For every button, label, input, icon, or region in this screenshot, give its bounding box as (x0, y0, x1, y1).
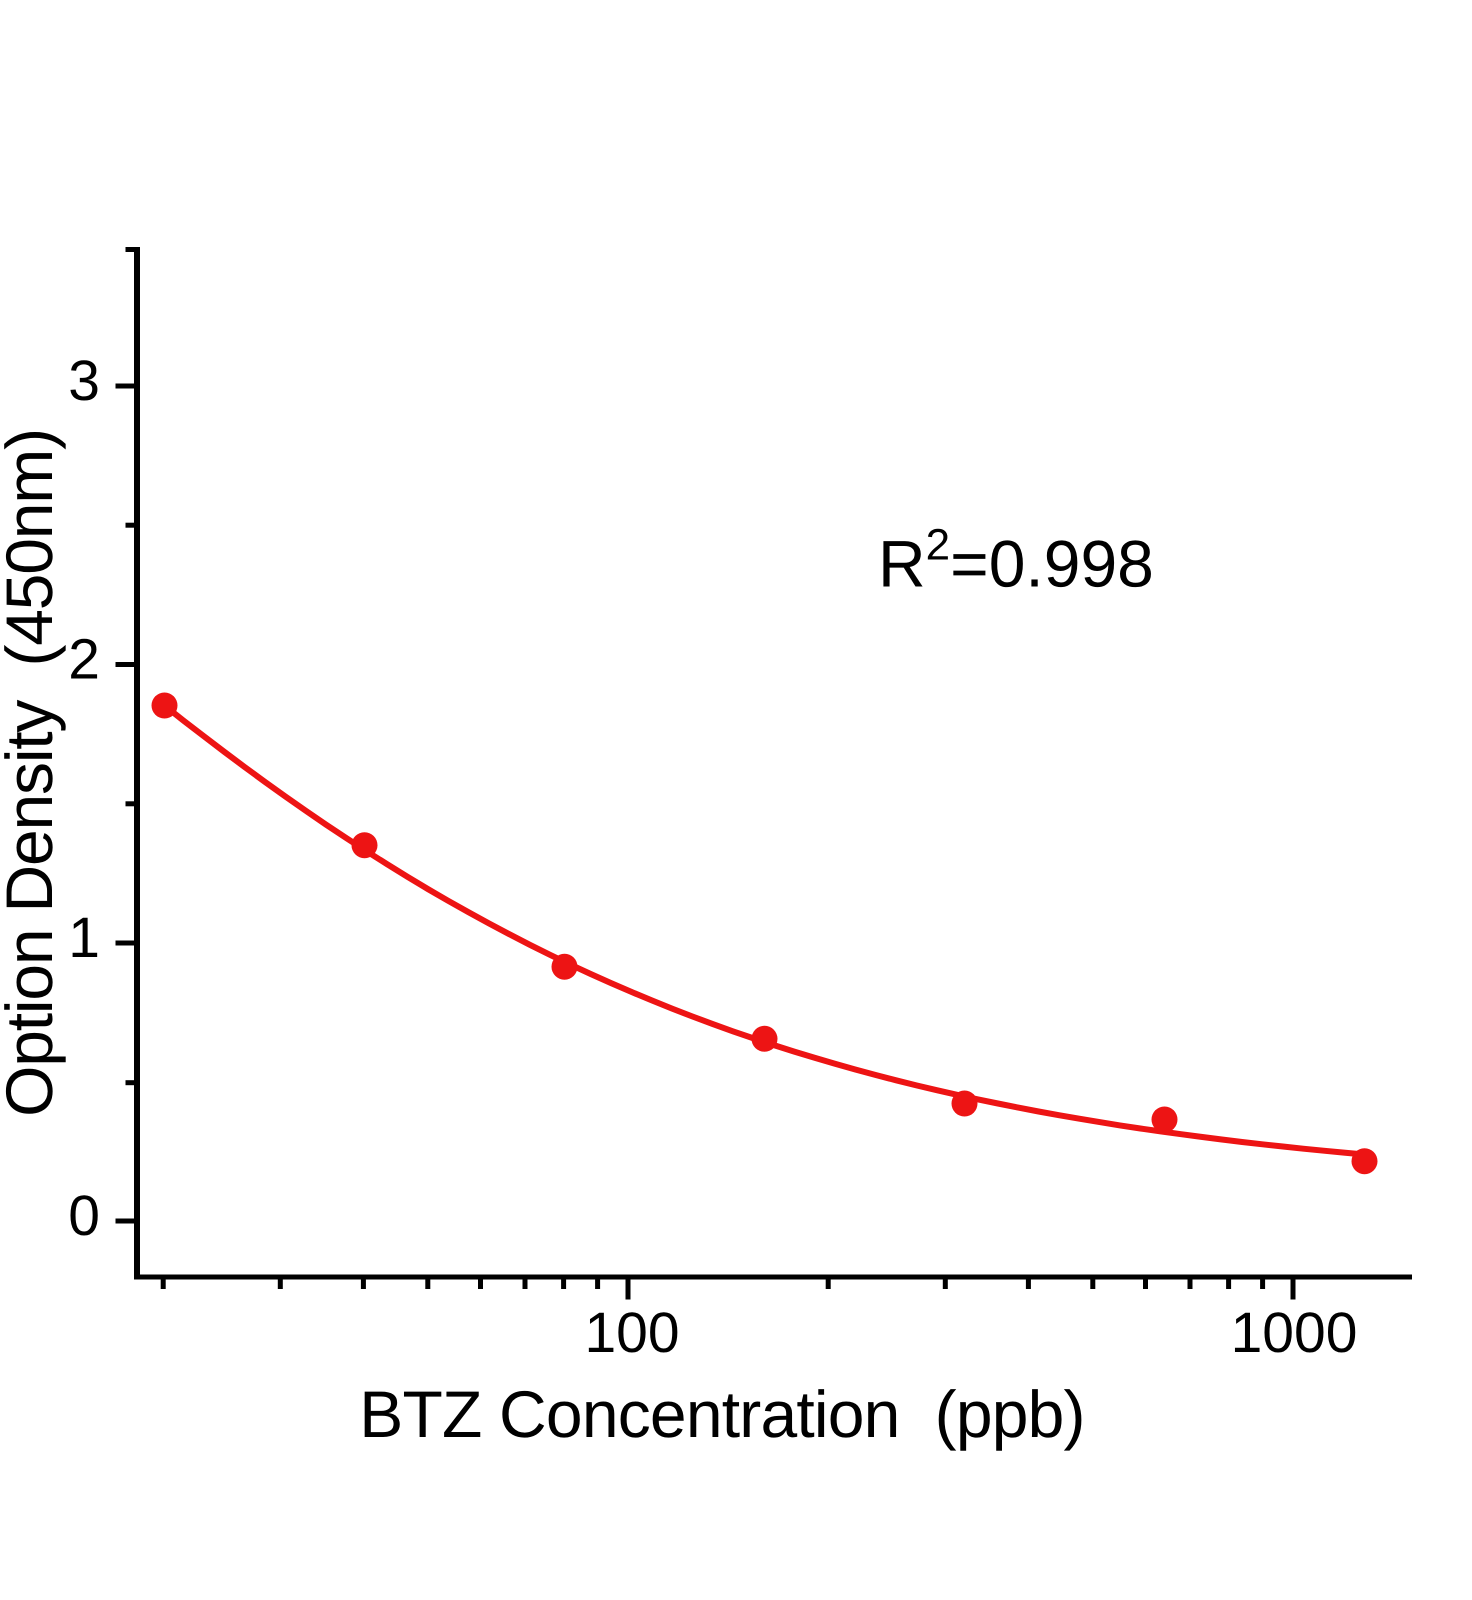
svg-text:100: 100 (584, 1301, 679, 1365)
svg-text:3: 3 (68, 349, 100, 413)
svg-text:Option Density (450nm): Option Density (450nm) (0, 429, 66, 1117)
svg-text:1000: 1000 (1231, 1301, 1358, 1365)
svg-text:0: 0 (68, 1184, 100, 1248)
svg-text:BTZ Concentration (ppb): BTZ Concentration (ppb) (359, 1377, 1084, 1451)
svg-text:1: 1 (68, 906, 100, 970)
svg-text:2: 2 (68, 628, 100, 692)
svg-text:R2=0.998: R2=0.998 (878, 521, 1154, 601)
